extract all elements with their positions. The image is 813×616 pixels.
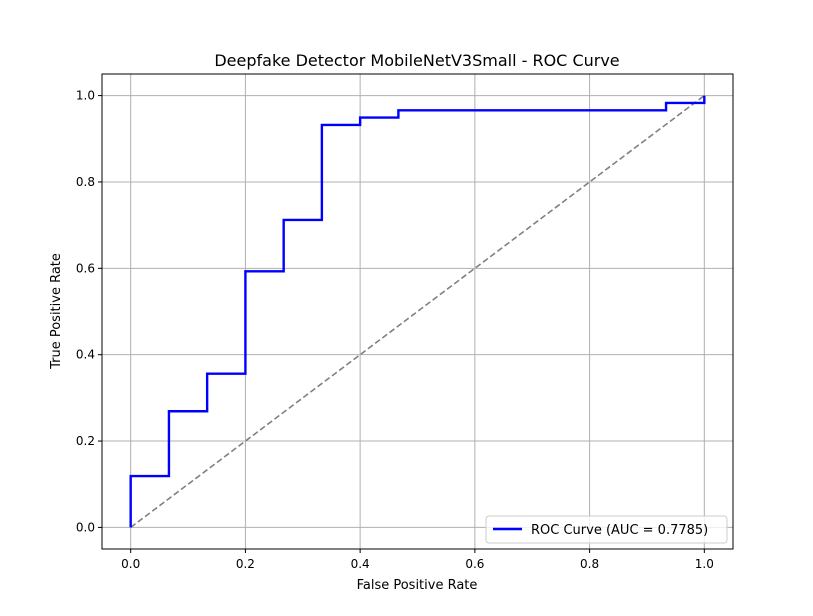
y-tick-label: 0.0: [76, 520, 95, 534]
legend: ROC Curve (AUC = 0.7785): [485, 515, 728, 544]
chance-diagonal-line: [130, 94, 705, 529]
y-tick-label: 0.8: [76, 175, 95, 189]
y-tick-label: 0.6: [76, 261, 95, 275]
x-tick-label: 0.4: [351, 557, 370, 571]
series-layer: [129, 94, 706, 529]
y-axis-label: True Positive Rate: [49, 253, 64, 370]
x-tick-label: 0.6: [465, 557, 484, 571]
plot-frame: [101, 73, 734, 550]
x-tick-label: 1.0: [695, 557, 714, 571]
x-tick-label: 0.8: [580, 557, 599, 571]
x-tick-label: 0.0: [121, 557, 140, 571]
y-tick-label: 0.4: [76, 348, 95, 362]
legend-box: [485, 515, 728, 544]
chart-title: Deepfake Detector MobileNetV3Small - ROC…: [214, 51, 619, 70]
roc-curve-line: [129, 95, 706, 528]
legend-label-roc: ROC Curve (AUC = 0.7785): [531, 523, 708, 538]
tick-layer: 0.0 0.2 0.4 0.6 0.8 1.0 0.0 0.2 0.4 0.6 0.8 1.0: [76, 89, 714, 571]
y-tick-label: 1.0: [76, 89, 95, 103]
x-tick-label: 0.2: [236, 557, 255, 571]
y-tick-label: 0.2: [76, 434, 95, 448]
x-axis-label: False Positive Rate: [357, 578, 478, 593]
